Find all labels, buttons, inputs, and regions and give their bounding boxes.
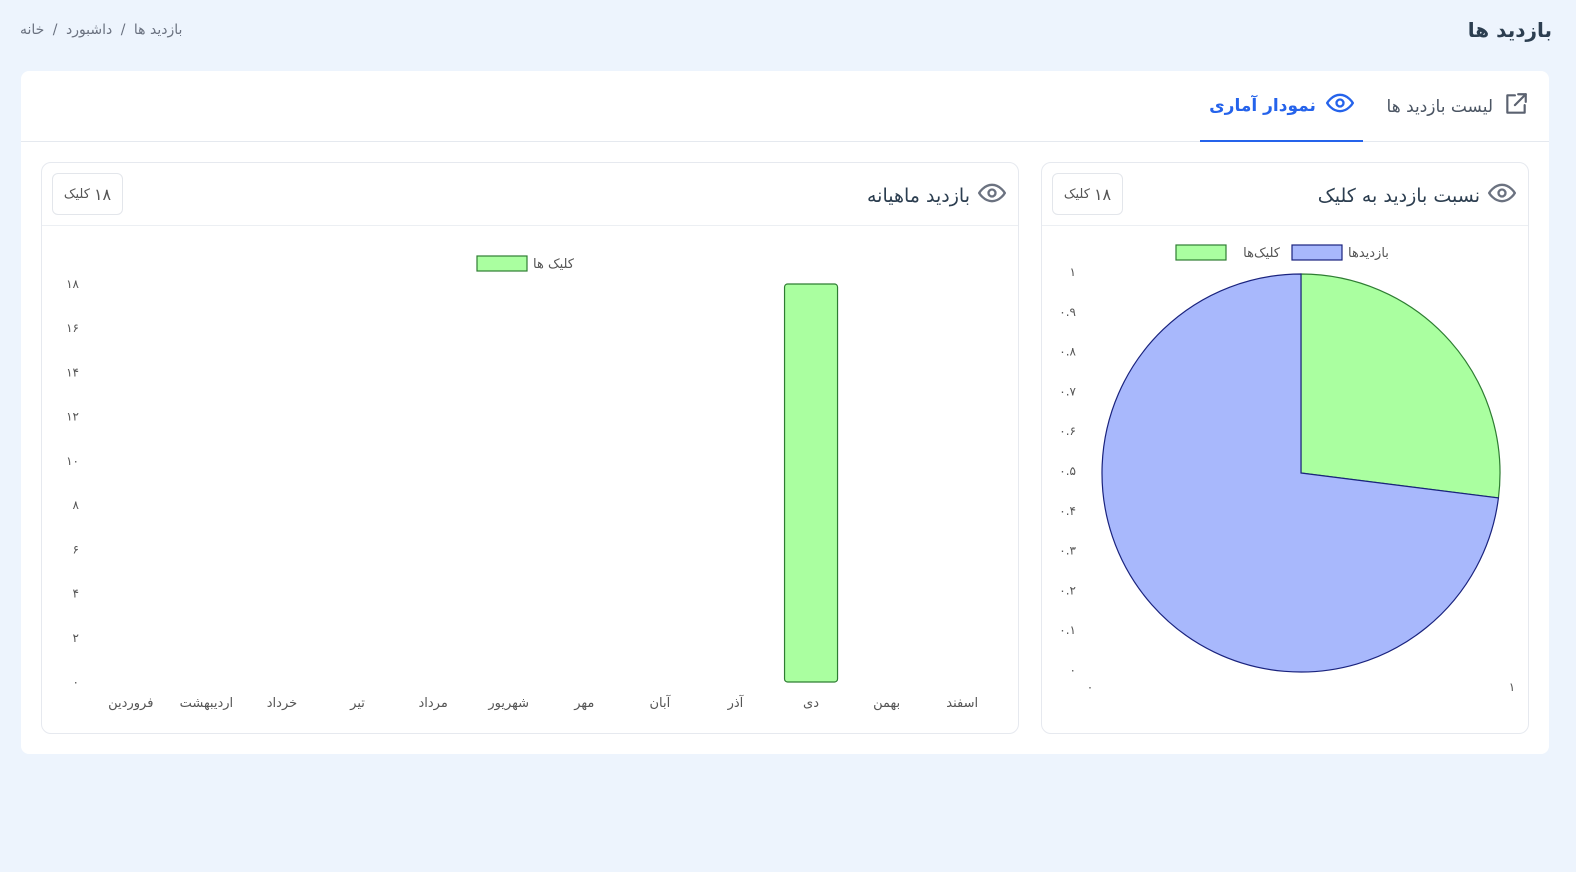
- legend-label-clicks: کلیک ها: [533, 257, 575, 272]
- tab-stats-chart-label: نمودار آماری: [1209, 95, 1316, 116]
- y-tick-label: ۰.۴: [1059, 504, 1076, 518]
- x-tick-label: ۱: [1509, 680, 1515, 694]
- y-tick-label: ۰.۲: [1059, 583, 1076, 597]
- click-count-value: ۱۸: [93, 184, 112, 204]
- visit-click-ratio-panel: نسبت بازدید به کلیک ۱۸ کلیک بازدیدها کلیک…: [1041, 162, 1529, 734]
- pie-chart: بازدیدها کلیک‌ها ۰ ۰.۱ ۰.۲ ۰.۳ ۰.۴ ۰.۵ ۰.۶ ۰.۷ ۰.۸…: [1059, 244, 1515, 694]
- breadcrumb: بازدید ها / داشبورد / خانه: [20, 22, 182, 38]
- y-tick-label: ۸: [73, 498, 80, 512]
- breadcrumb-home[interactable]: خانه: [20, 22, 45, 38]
- click-count-badge: ۱۸ کلیک: [52, 173, 123, 215]
- y-tick-label: ۱۰: [66, 454, 79, 468]
- y-tick-label: ۱: [1070, 265, 1076, 279]
- y-tick-label: ۰.۵: [1059, 464, 1076, 478]
- panel-title: نسبت بازدید به کلیک: [1317, 179, 1517, 212]
- panel-header: بازدید ماهیانه ۱۸ کلیک: [42, 163, 1018, 226]
- tab-visits-list[interactable]: لیست بازدید ها: [1387, 71, 1529, 142]
- click-count-badge: ۱۸ کلیک: [1052, 173, 1123, 215]
- y-tick-label: ۲: [73, 631, 79, 645]
- tab-visits-list-label: لیست بازدید ها: [1386, 96, 1493, 117]
- breadcrumb-separator: /: [52, 22, 58, 38]
- x-tick-label: تیر: [349, 696, 365, 711]
- main-card: لیست بازدید ها نمودار آماری ن: [21, 71, 1549, 754]
- legend-label-clicks: کلیک‌ها: [1243, 246, 1281, 261]
- breadcrumb-separator: /: [120, 22, 126, 38]
- bar-9: [783, 283, 839, 683]
- x-tick-label: اسفند: [946, 696, 978, 711]
- y-tick-label: ۰.۸: [1059, 345, 1076, 359]
- y-tick-label: ۰: [1070, 663, 1076, 677]
- x-tick-label: مهر: [573, 696, 594, 711]
- breadcrumb-current: بازدید ها: [133, 22, 183, 38]
- legend-swatch-clicks: [476, 255, 528, 272]
- panel-title-text: بازدید ماهیانه: [867, 184, 970, 207]
- page-title: بازدید ها: [1467, 18, 1552, 42]
- click-count-label: کلیک: [63, 186, 90, 202]
- x-tick-label: اردیبهشت: [180, 696, 234, 711]
- legend-swatch-clicks: [1175, 244, 1227, 261]
- legend-swatch-visits: [1291, 244, 1343, 261]
- y-tick-label: ۰.۳: [1059, 544, 1076, 558]
- x-tick-label: خرداد: [267, 696, 297, 711]
- tab-bar: لیست بازدید ها نمودار آماری: [21, 71, 1549, 142]
- panel-title-text: نسبت بازدید به کلیک: [1317, 184, 1480, 207]
- y-tick-label: ۶: [73, 542, 79, 556]
- y-tick-label: ۰: [73, 675, 79, 689]
- click-count-value: ۱۸: [1093, 184, 1112, 204]
- x-tick-label: آذر: [727, 694, 745, 711]
- y-tick-label: ۱۲: [66, 410, 79, 424]
- x-tick-label: ۰: [1087, 680, 1093, 694]
- y-tick-label: ۱۶: [66, 321, 79, 335]
- breadcrumb-dashboard[interactable]: داشبورد: [65, 22, 113, 38]
- monthly-visits-panel: بازدید ماهیانه ۱۸ کلیک کلیک ها ۰ ۲ ۴ ۶ ۸ ۱۰ ۱۲ ۱…: [41, 162, 1019, 734]
- external-link-icon: [1503, 91, 1529, 122]
- x-tick-label: آبان: [650, 694, 672, 711]
- panel-header: نسبت بازدید به کلیک ۱۸ کلیک: [1042, 163, 1528, 226]
- y-tick-label: ۰.۷: [1059, 384, 1076, 398]
- x-tick-label: فروردین: [108, 696, 153, 711]
- y-tick-label: ۴: [73, 587, 79, 601]
- pie-slice-visits: [1101, 273, 1500, 673]
- x-tick-label: شهریور: [487, 696, 529, 711]
- x-tick-label: دی: [803, 696, 819, 711]
- y-tick-label: ۰.۱: [1059, 623, 1076, 637]
- y-tick-label: ۰.۶: [1059, 424, 1076, 438]
- pie-slice-clicks: [1300, 273, 1501, 499]
- eye-icon: [1487, 179, 1517, 212]
- eye-icon: [977, 179, 1007, 212]
- legend-label-visits: بازدیدها: [1348, 246, 1389, 261]
- x-tick-label: مرداد: [418, 696, 447, 711]
- tab-stats-chart[interactable]: نمودار آماری: [1200, 71, 1363, 142]
- click-count-label: کلیک: [1063, 186, 1090, 202]
- x-tick-label: بهمن: [873, 696, 900, 711]
- bar-chart: کلیک ها ۰ ۲ ۴ ۶ ۸ ۱۰ ۱۲ ۱۴ ۱۶ ۱۸ فروردین اردیبهشت خرد…: [66, 255, 978, 711]
- y-tick-label: ۰.۹: [1059, 305, 1076, 319]
- panel-title: بازدید ماهیانه: [867, 179, 1007, 212]
- y-tick-label: ۱۸: [66, 277, 79, 291]
- eye-icon: [1325, 89, 1355, 122]
- y-tick-label: ۱۴: [66, 365, 79, 379]
